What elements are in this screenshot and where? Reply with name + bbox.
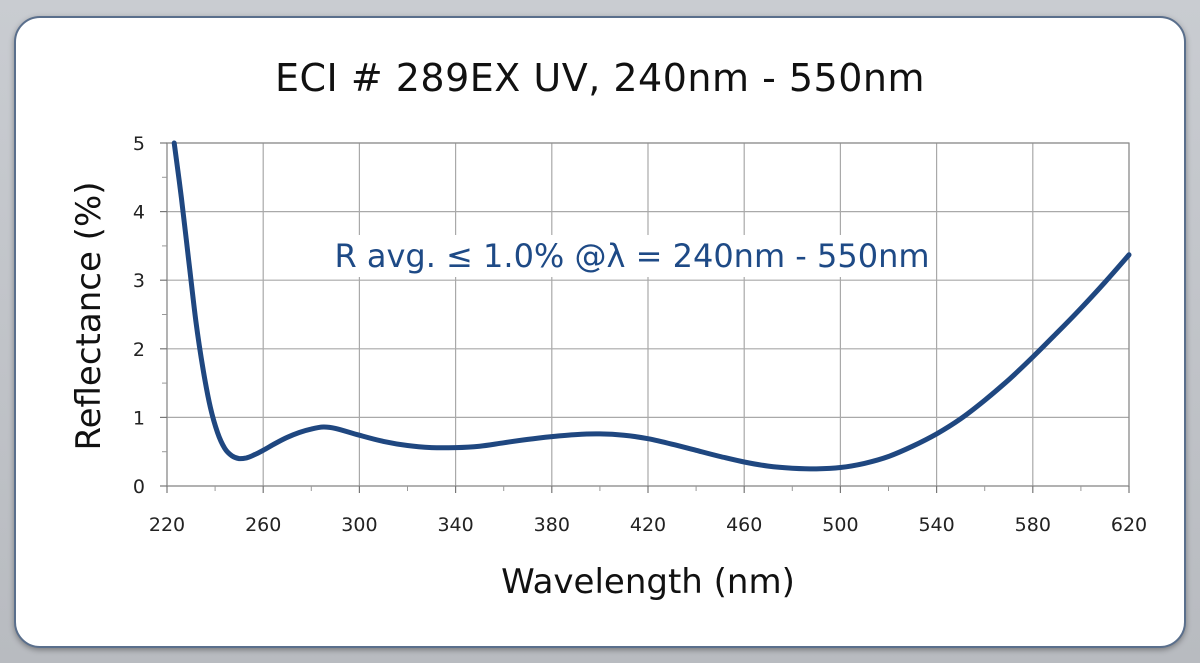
x-tick-label: 220 bbox=[149, 514, 185, 536]
x-tick-label: 460 bbox=[726, 514, 762, 536]
y-tick-label: 0 bbox=[133, 476, 145, 498]
y-axis-title: Reflectance (%) bbox=[69, 181, 109, 450]
x-tick-label: 340 bbox=[437, 514, 473, 536]
x-axis-title: Wavelength (nm) bbox=[501, 562, 795, 602]
y-tick-label: 3 bbox=[133, 270, 145, 292]
y-tick-label: 2 bbox=[133, 339, 145, 361]
x-tick-label: 260 bbox=[245, 514, 281, 536]
x-tick-label: 420 bbox=[630, 514, 666, 536]
average-reflectance-annotation: R avg. ≤ 1.0% @λ = 240nm - 550nm bbox=[334, 237, 929, 275]
y-tick-label: 5 bbox=[133, 133, 145, 155]
axis-ticks: 220 260 300 340 380 420 460 500 540 580 620 0 1 2 3 4 5 bbox=[133, 133, 1147, 536]
x-tick-label: 620 bbox=[1111, 514, 1147, 536]
reflectance-curve bbox=[171, 140, 1132, 472]
y-tick-label: 4 bbox=[133, 202, 145, 224]
chart-card bbox=[14, 16, 1186, 648]
x-tick-label: 300 bbox=[341, 514, 377, 536]
x-tick-label: 380 bbox=[534, 514, 570, 536]
x-tick-label: 580 bbox=[1015, 514, 1051, 536]
annotation-background bbox=[328, 235, 936, 277]
x-tick-label: 500 bbox=[822, 514, 858, 536]
chart-title: ECI # 289EX UV, 240nm - 550nm bbox=[275, 56, 925, 100]
x-tick-label: 540 bbox=[918, 514, 954, 536]
grid-lines bbox=[166, 142, 1130, 487]
y-tick-label: 1 bbox=[133, 407, 145, 429]
